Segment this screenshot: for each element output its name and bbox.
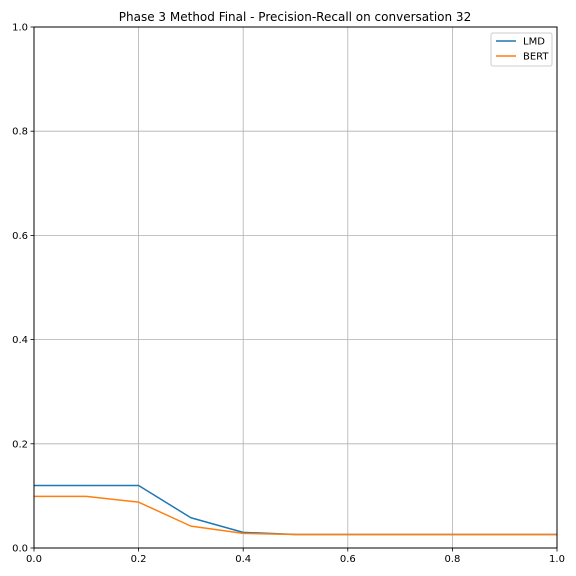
x-tick-label: 0.0 xyxy=(26,554,42,565)
legend: LMD BERT xyxy=(490,32,553,67)
series-lines xyxy=(34,484,557,536)
legend-label-bert: BERT xyxy=(523,52,549,63)
x-tick-label: 0.8 xyxy=(444,554,460,565)
chart-title: Phase 3 Method Final - Precision-Recall … xyxy=(119,10,471,24)
y-tick-label: 1.0 xyxy=(12,23,28,34)
y-tick-label: 0.0 xyxy=(12,544,28,555)
y-tick-label: 0.8 xyxy=(12,127,28,138)
series-line-lmd xyxy=(34,484,557,536)
y-tick-label: 0.4 xyxy=(12,335,28,346)
series-line-bert xyxy=(34,495,557,536)
plot-frame xyxy=(33,26,558,549)
legend-label-lmd: LMD xyxy=(523,37,545,48)
x-tick-label: 1.0 xyxy=(549,554,565,565)
x-tick-label: 0.2 xyxy=(131,554,147,565)
axis-ticks: 0.0 0.2 0.4 0.6 0.8 1.0 0.0 0.2 0.4 0.6 0.8 1.0 xyxy=(12,23,565,566)
y-tick-label: 0.2 xyxy=(12,439,28,450)
x-tick-label: 0.6 xyxy=(340,554,356,565)
grid xyxy=(33,26,558,549)
y-tick-label: 0.6 xyxy=(12,231,28,242)
x-tick-label: 0.4 xyxy=(235,554,251,565)
